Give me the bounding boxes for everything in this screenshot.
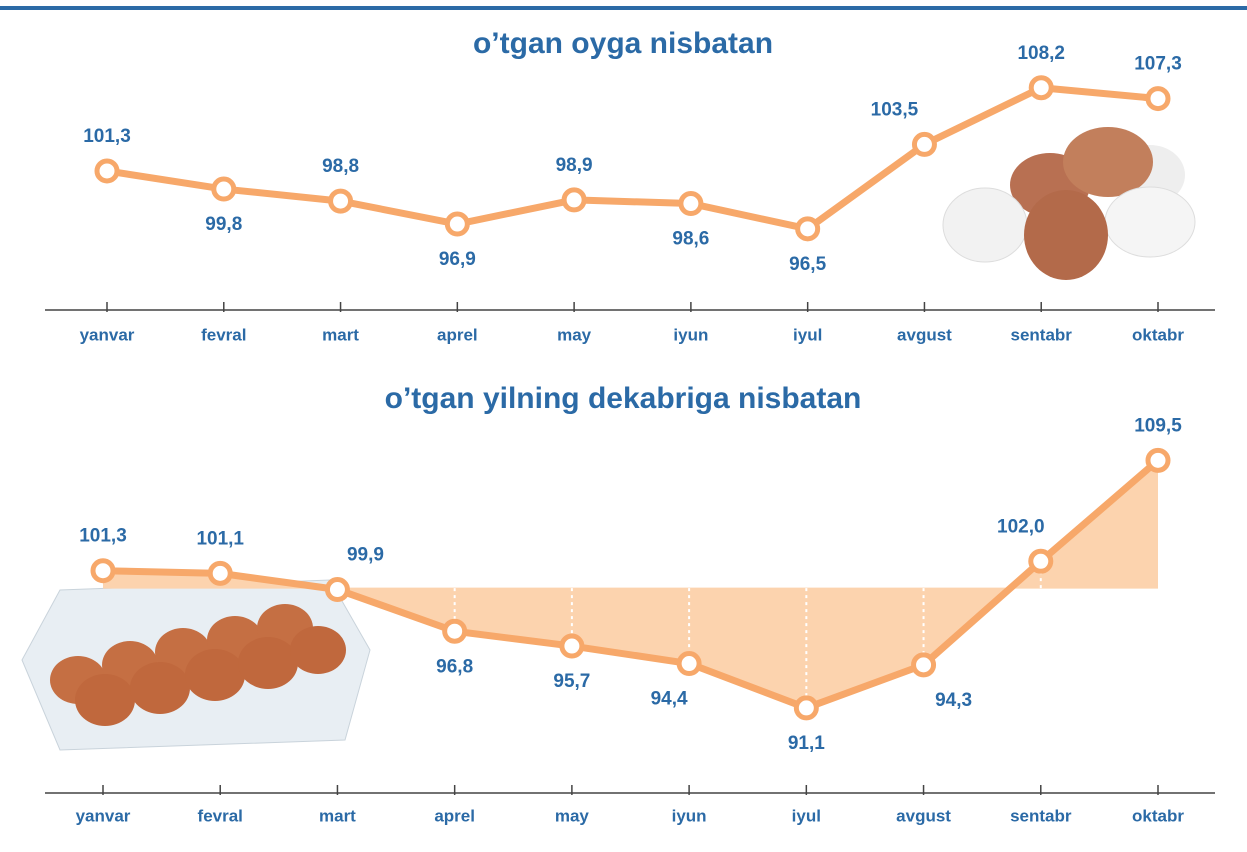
point [911,131,937,157]
point [1028,548,1054,574]
x-tick-label: mart [322,325,359,344]
data-label: 94,4 [651,689,688,710]
data-label: 103,5 [871,99,919,120]
data-label: 94,3 [935,690,972,711]
eggs-decoration [942,127,1196,280]
top-rule [0,6,1247,10]
data-label: 108,2 [1017,43,1065,64]
x-tick-label: avgust [896,806,951,825]
egg-box-decoration [21,579,371,751]
data-label: 95,7 [553,671,590,692]
area [103,460,1158,708]
x-tick-label: oktabr [1132,806,1184,825]
chart-title: o’tgan yilning dekabriga nisbatan [385,382,862,415]
point [561,187,587,213]
point [1028,75,1054,101]
data-label: 99,8 [205,214,242,235]
x-tick-label: iyun [672,806,707,825]
x-tick-label: fevral [198,806,243,825]
line [102,457,1161,712]
x-tick-label: iyul [792,806,821,825]
data-label: 109,5 [1134,415,1182,436]
x-tick-label: sentabr [1010,806,1072,825]
data-label: 98,8 [322,156,359,177]
x-tick-label: iyun [673,325,708,344]
data-label: 96,8 [436,656,473,677]
data-label: 98,9 [556,155,593,176]
x-tick-label: sentabr [1011,325,1073,344]
data-label: 96,5 [789,254,826,275]
data-label: 98,6 [672,229,709,250]
point [1145,447,1171,473]
data-label: 91,1 [788,733,825,754]
data-label: 101,3 [79,526,127,547]
point [94,158,120,184]
x-tick-label: yanvar [80,325,135,344]
point [328,188,354,214]
point [795,216,821,242]
point [211,176,237,202]
x-tick-label: avgust [897,325,952,344]
data-label: 96,9 [439,249,476,270]
data-label: 101,1 [196,528,244,549]
x-tick-label: yanvar [76,806,131,825]
data-label: 102,0 [997,516,1045,537]
point [559,633,585,659]
line [106,84,1159,233]
point [444,211,470,237]
point [676,651,702,677]
point [678,191,704,217]
point [442,618,468,644]
data-label: 101,3 [83,126,131,147]
point [793,695,819,721]
point [1145,86,1171,112]
point [324,577,350,603]
x-tick-label: oktabr [1132,325,1184,344]
x-tick-label: may [557,325,592,344]
chart-title: o’tgan oyga nisbatan [473,27,773,60]
point [90,558,116,584]
x-tick-label: aprel [434,806,475,825]
x-tick-label: mart [319,806,356,825]
point [911,652,937,678]
x-tick-label: iyul [793,325,822,344]
x-tick-label: aprel [437,325,478,344]
point [207,560,233,586]
data-label: 99,9 [347,545,384,566]
data-label: 107,3 [1134,54,1182,75]
x-tick-label: fevral [201,325,246,344]
x-tick-label: may [555,806,590,825]
